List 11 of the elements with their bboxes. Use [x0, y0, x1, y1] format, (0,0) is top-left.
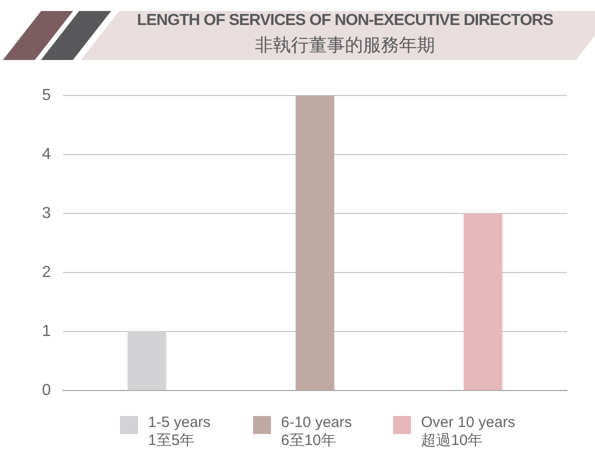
legend-label: 1-5 years 1至5年 — [148, 414, 211, 450]
y-tick-label: 0 — [42, 382, 51, 399]
y-tick-label: 3 — [42, 204, 51, 222]
legend-label: Over 10 years 超過10年 — [421, 414, 516, 450]
y-tick-label: 4 — [42, 146, 51, 163]
chart-title: LENGTH OF SERVICES OF NON-EXECUTIVE DIRECTORS — [136, 12, 554, 30]
y-tick-label: 1 — [42, 322, 51, 340]
y-tick-label: 5 — [42, 87, 51, 104]
chart-subtitle: 非執行董事的服務年期 — [254, 34, 436, 57]
legend-label: 6-10 years 6至10年 — [281, 414, 352, 450]
y-tick-label: 2 — [42, 264, 51, 281]
